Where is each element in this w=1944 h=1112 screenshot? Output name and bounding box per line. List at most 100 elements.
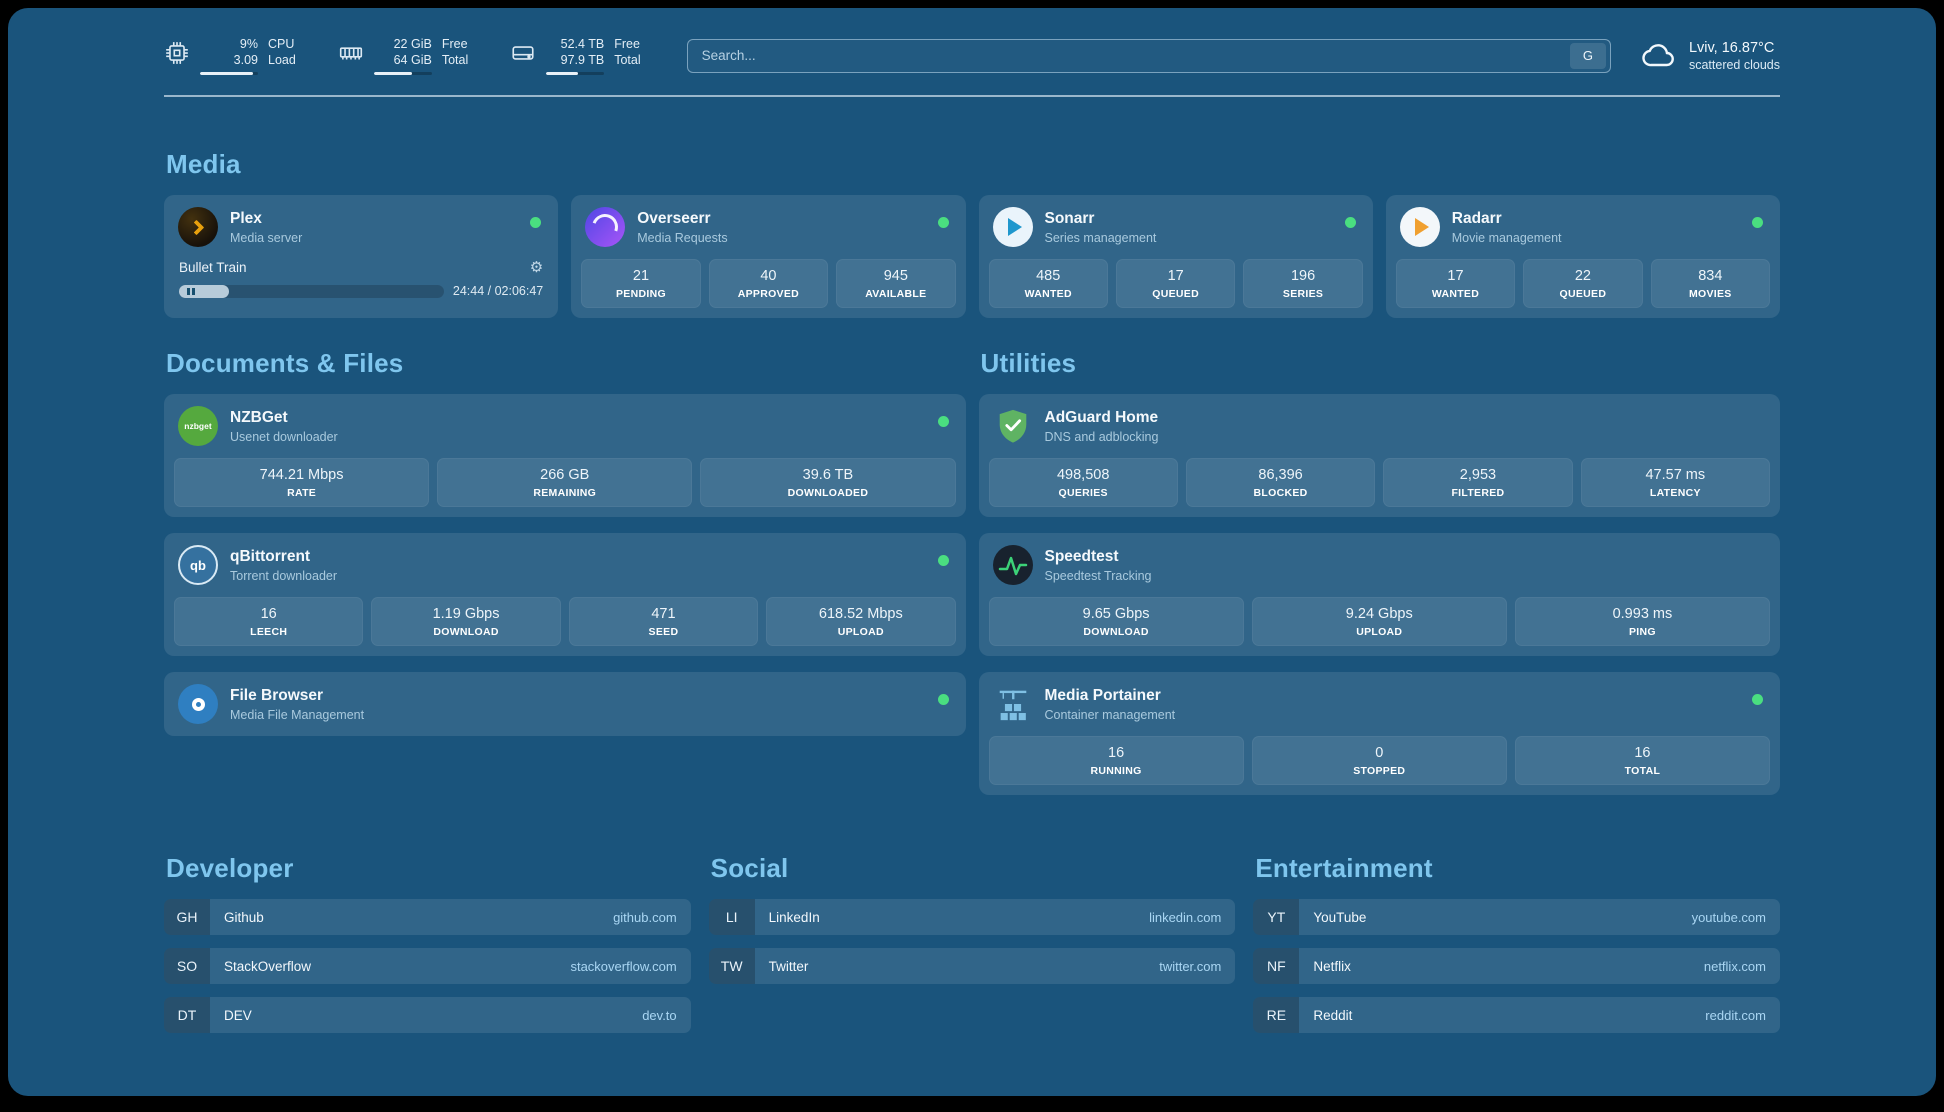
stat-label: STOPPED [1353,765,1406,777]
portainer-card[interactable]: Media Portainer Container management 16 … [978,672,1780,795]
service-desc: Speedtest Tracking [1044,568,1152,583]
status-dot [1344,217,1356,228]
stat-label: PENDING [615,288,666,300]
bookmark-url: dev.to [642,1007,677,1023]
utilities-section: Utilities AdGuard Home [978,348,1780,795]
disk-usage-bar [546,72,605,75]
section-title-developer: Developer [166,853,294,883]
stat-label: PING [1628,626,1656,638]
cpu-icon [166,42,188,64]
media-section: Media Plex Media server Bullet Train ⚙ [164,149,1780,318]
disk-total-value: 97.9 TB [560,53,605,67]
service-name: Sonarr [1044,209,1095,227]
stat-value: 471 [651,606,676,622]
bookmark-abbr: TW [708,948,755,984]
speedtest-card[interactable]: Speedtest Speedtest Tracking 9.65 Gbps D… [978,533,1780,656]
section-title-media: Media [166,149,241,179]
adguard-card[interactable]: AdGuard Home DNS and adblocking 498,508 … [978,394,1780,517]
bookmark-abbr: NF [1253,948,1300,984]
cloud-icon [1642,43,1674,66]
playback-progress-bar[interactable] [179,284,444,298]
weather-widget: Lviv, 16.87°C scattered clouds [1641,38,1780,74]
stat-value: 47.57 ms [1645,467,1706,483]
stat-label: UPLOAD [837,626,884,638]
disk-free-label: Free [614,37,640,51]
bookmark-name: Netflix [1313,958,1351,974]
speedtest-icon [992,545,1033,585]
portainer-crane-icon [993,684,1033,724]
service-desc: Usenet downloader [230,429,338,444]
plex-card[interactable]: Plex Media server Bullet Train ⚙ [164,195,559,318]
stat-value: 16 [1634,745,1651,761]
bookmark-github[interactable]: GH Github github.com [164,899,691,935]
stat-box: 40 APPROVED [708,259,829,308]
bookmarks-developer: Developer GH Github github.com SO StackO… [164,853,691,1046]
overseerr-icon [585,207,626,247]
stat-value: 498,508 [1056,467,1110,483]
radarr-card[interactable]: Radarr Movie management 17 WANTED 22 QUE… [1385,195,1780,318]
documents-section: Documents & Files nzbget NZBGet Usenet d… [164,348,966,736]
memory-usage-bar [373,72,432,75]
service-name: Radarr [1451,209,1502,227]
resource-widgets: 9% 3.09 CPU Load [164,36,641,75]
service-name: qBittorrent [230,547,311,565]
search-bar[interactable]: G [686,38,1611,73]
bookmark-linkedin[interactable]: LI LinkedIn linkedin.com [708,899,1236,935]
memory-free-label: Free [441,37,468,51]
bookmarks-social: Social LI LinkedIn linkedin.com TW Twitt… [708,853,1236,997]
stat-box: 945 AVAILABLE [836,259,956,308]
stat-label: SERIES [1282,288,1324,300]
filebrowser-card[interactable]: File Browser Media File Management [164,672,966,736]
gear-icon[interactable]: ⚙ [529,259,544,276]
status-dot [937,416,949,427]
section-title-utilities: Utilities [980,348,1077,378]
stat-box: 39.6 TB DOWNLOADED [700,458,956,507]
service-desc: Media server [230,230,303,245]
bookmark-youtube[interactable]: YT YouTube youtube.com [1253,899,1780,935]
search-input[interactable] [687,48,1570,63]
bookmark-url: linkedin.com [1149,909,1222,925]
qbittorrent-card[interactable]: qb qBittorrent Torrent downloader 16 LEE… [164,533,966,656]
topbar: 9% 3.09 CPU Load [164,36,1780,75]
service-name: Overseerr [637,209,711,227]
stat-value: 0 [1375,745,1384,761]
overseerr-card[interactable]: Overseerr Media Requests 21 PENDING 40 A… [571,195,966,318]
stat-box: 22 QUEUED [1523,259,1643,308]
bookmark-url: reddit.com [1705,1007,1766,1023]
service-desc: DNS and adblocking [1044,429,1159,444]
stat-box: 9.65 Gbps DOWNLOAD [988,597,1244,646]
play-icon [1415,218,1430,236]
bookmark-twitter[interactable]: TW Twitter twitter.com [708,948,1236,984]
stat-label: AVAILABLE [865,288,927,300]
bookmark-name: YouTube [1313,909,1367,925]
memory-icon [339,47,362,60]
qbittorrent-icon: qb [178,545,218,585]
sonarr-card[interactable]: Sonarr Series management 485 WANTED 17 Q… [978,195,1373,318]
bookmark-netflix[interactable]: NF Netflix netflix.com [1253,948,1780,984]
stat-value: 9.65 Gbps [1082,606,1150,622]
stat-box: 471 SEED [568,597,759,646]
disk-free-value: 52.4 TB [560,37,605,51]
pause-icon[interactable] [187,287,195,295]
memory-total-label: Total [441,53,469,67]
stat-value: 16 [1108,745,1125,761]
stat-value: 2,953 [1459,467,1497,483]
service-desc: Container management [1044,707,1176,722]
stat-label: DOWNLOADED [787,487,869,499]
stat-label: TOTAL [1624,765,1661,777]
stat-box: 47.57 ms LATENCY [1580,458,1770,507]
stat-label: APPROVED [737,288,800,300]
plex-icon [178,207,218,247]
bookmark-dev[interactable]: DT DEV dev.to [164,997,691,1033]
bookmark-url: twitter.com [1159,958,1222,974]
stat-label: WANTED [1024,288,1072,300]
stat-box: 21 PENDING [581,259,701,308]
stat-box: 498,508 QUERIES [988,458,1178,507]
search-provider-button[interactable]: G [1569,42,1606,69]
service-name: AdGuard Home [1044,408,1159,426]
cpu-load-label: Load [268,53,296,67]
bookmark-stackoverflow[interactable]: SO StackOverflow stackoverflow.com [164,948,691,984]
bookmark-name: Reddit [1313,1007,1353,1023]
bookmark-reddit[interactable]: RE Reddit reddit.com [1253,997,1780,1033]
nzbget-card[interactable]: nzbget NZBGet Usenet downloader 744.21 M… [164,394,966,517]
